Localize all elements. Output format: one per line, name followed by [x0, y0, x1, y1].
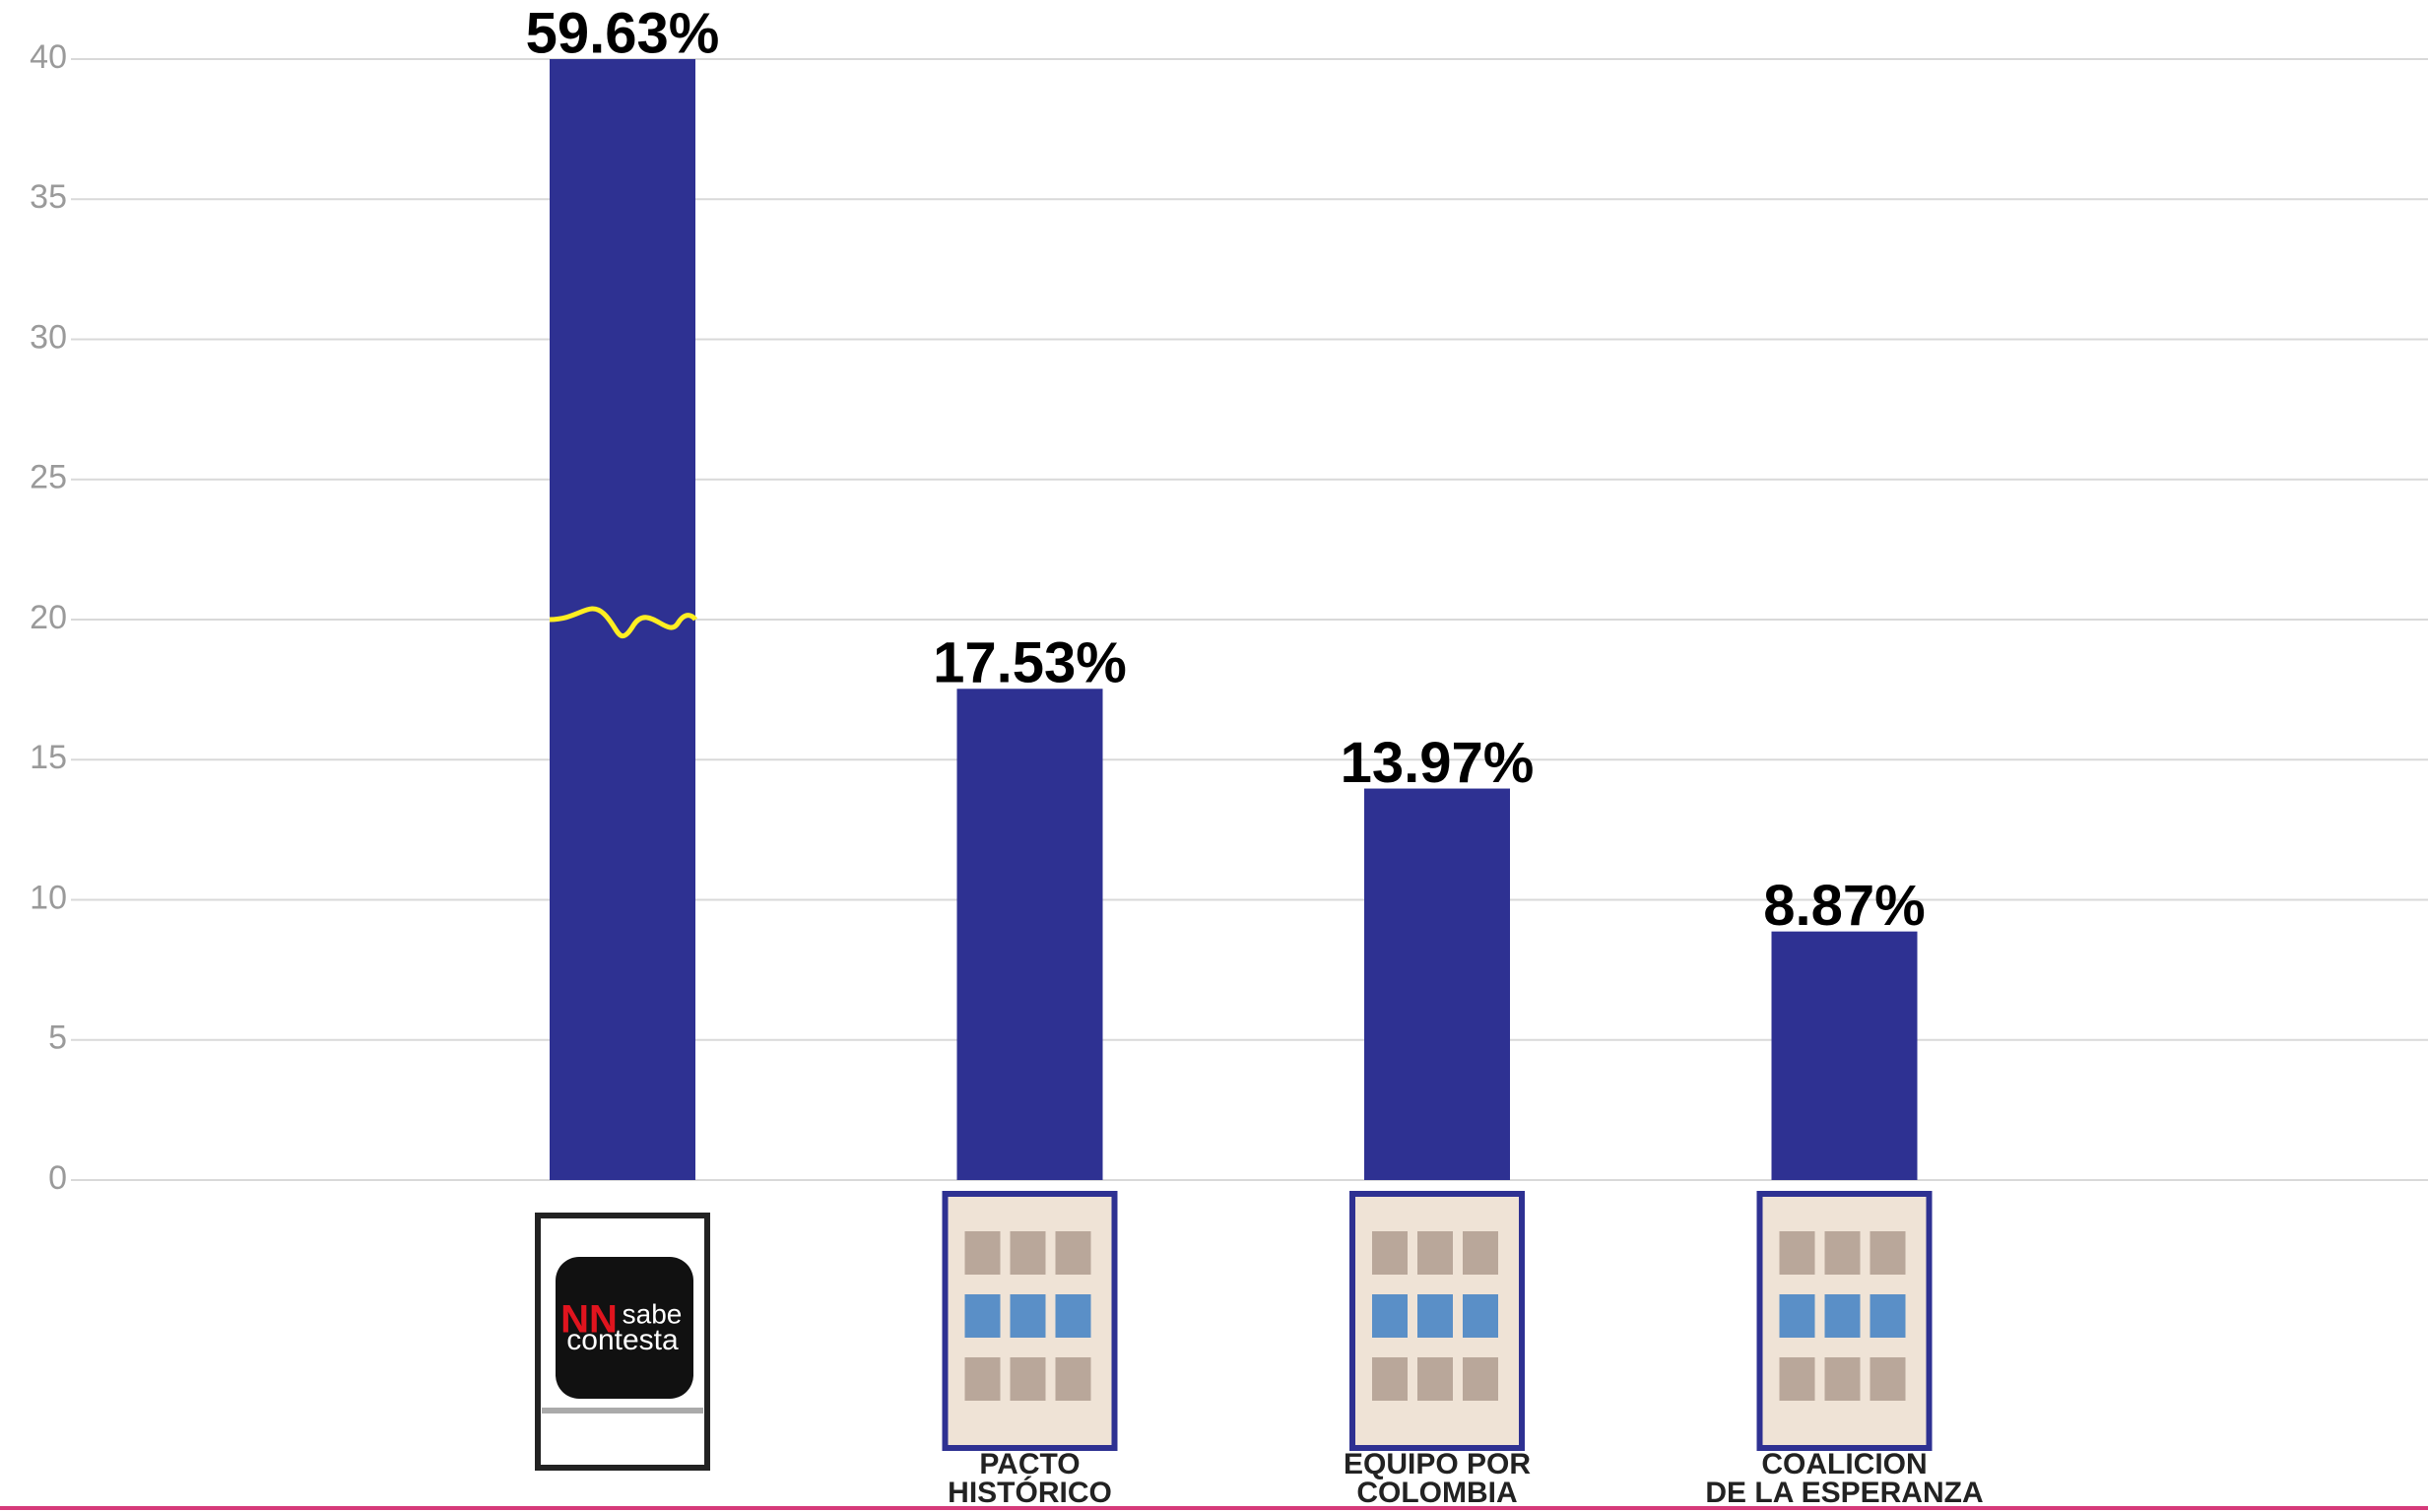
chart: 051015202530354059.63%NNsabecontesta17.5… [0, 0, 2428, 1512]
y-tick-label: 40 [30, 38, 67, 76]
y-tick-label: 0 [48, 1159, 67, 1197]
ballot-photo [1825, 1357, 1861, 1401]
ballot-photo [1372, 1294, 1408, 1338]
ballot-photo [1372, 1231, 1408, 1275]
ballot-photo [1870, 1357, 1906, 1401]
ballot-photo [1870, 1231, 1906, 1275]
logo-text: contesta [566, 1324, 679, 1356]
ballot-photo [965, 1357, 1001, 1401]
ballot-photo [1870, 1294, 1906, 1338]
y-tick-label: 20 [30, 599, 67, 636]
ballot-photo [1056, 1294, 1091, 1338]
ballot-photo [1417, 1294, 1453, 1338]
ballot-photo [1825, 1231, 1861, 1275]
value-label: 13.97% [1341, 731, 1535, 795]
bar [1364, 789, 1510, 1180]
y-tick-label: 5 [48, 1019, 67, 1057]
ballot-photo [1463, 1357, 1498, 1401]
bar [550, 0, 695, 1180]
bar [957, 689, 1103, 1180]
ballot-photo [1463, 1231, 1498, 1275]
ballot-photo [1056, 1357, 1091, 1401]
ballot-photo [1825, 1294, 1861, 1338]
bar [1772, 932, 1918, 1180]
y-tick-label: 25 [30, 459, 67, 496]
ballot-photo [1056, 1231, 1091, 1275]
bars [550, 0, 1918, 1180]
ballot-photo [1780, 1357, 1815, 1401]
ballot-photo [1780, 1231, 1815, 1275]
value-label: 8.87% [1763, 874, 1925, 938]
ballot-photo [1780, 1294, 1815, 1338]
ballot-photo [1372, 1357, 1408, 1401]
value-label: 59.63% [526, 1, 720, 65]
ballot-photo [1417, 1357, 1453, 1401]
x-tick-label: EQUIPO POR COLOMBIA [1230, 1450, 1644, 1507]
ballot-photo [965, 1231, 1001, 1275]
page: 051015202530354059.63%NNsabecontesta17.5… [0, 0, 2428, 1512]
y-tick-label: 10 [30, 879, 67, 916]
x-tick-label: COALICION DE LA ESPERANZA [1638, 1450, 2052, 1507]
ballot-photo [965, 1294, 1001, 1338]
y-tick-label: 30 [30, 318, 67, 356]
ballot-photo [1011, 1294, 1046, 1338]
y-tick-label: 15 [30, 739, 67, 776]
ballot-photo [1463, 1294, 1498, 1338]
ballot-photo [1011, 1231, 1046, 1275]
y-tick-label: 35 [30, 178, 67, 216]
ballot-photo [1011, 1357, 1046, 1401]
x-tick-label: PACTO HISTÓRICO [823, 1450, 1237, 1507]
value-label: 17.53% [933, 631, 1127, 695]
ballot-photo [1417, 1231, 1453, 1275]
